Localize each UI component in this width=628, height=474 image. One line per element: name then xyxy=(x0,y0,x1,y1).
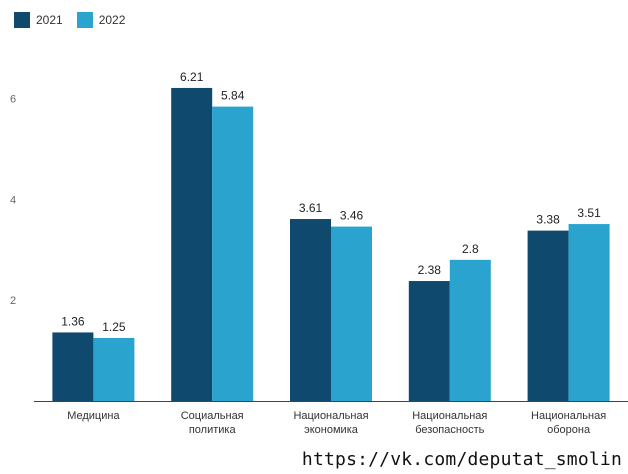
value-label-2022-1: 5.84 xyxy=(221,89,245,103)
y-tick-label-4: 4 xyxy=(10,194,16,206)
x-category-label-line: экономика xyxy=(304,424,359,436)
value-label-2021-4: 3.38 xyxy=(536,213,560,227)
legend-swatch-2022 xyxy=(76,12,93,28)
x-category-label-line: Медицина xyxy=(67,410,120,422)
y-tick-label-6: 6 xyxy=(10,94,16,106)
bar-2021-4 xyxy=(527,230,569,401)
value-label-2022-3: 2.8 xyxy=(462,242,479,256)
value-label-2021-1: 6.21 xyxy=(180,70,204,84)
legend-label-2021: 2021 xyxy=(36,13,63,27)
x-category-label-line: оборона xyxy=(547,424,591,436)
value-label-2022-4: 3.51 xyxy=(577,206,601,220)
source-url: https://vk.com/deputat_smolin xyxy=(297,449,622,470)
legend-item-2022: 2022 xyxy=(76,12,126,28)
legend-item-2021: 2021 xyxy=(14,12,63,28)
x-category-label-line: Национальная xyxy=(412,410,487,422)
legend-swatch-2021 xyxy=(14,12,30,28)
x-category-label-3: Национальная безопасность xyxy=(412,410,487,436)
bar-2022-1 xyxy=(212,106,254,401)
value-label-2021-3: 2.38 xyxy=(418,263,442,277)
x-category-label-0: Медицина xyxy=(67,410,120,422)
x-category-label-line: политика xyxy=(189,424,237,436)
bar-2022-3 xyxy=(449,259,491,401)
bar-2021-1 xyxy=(171,87,213,402)
value-label-2021-2: 3.61 xyxy=(299,201,323,215)
x-category-label-line: Национальная xyxy=(531,410,606,422)
bar-2022-2 xyxy=(331,226,372,401)
legend-label-2022: 2022 xyxy=(98,13,126,27)
x-category-label-2: Национальная экономика xyxy=(293,410,368,436)
value-label-2022-2: 3.46 xyxy=(340,209,364,223)
bar-2021-2 xyxy=(290,219,331,401)
x-category-label-4: Национальная оборона xyxy=(531,410,606,436)
bar-2021-3 xyxy=(408,281,450,401)
bar-2021-0 xyxy=(52,332,94,401)
value-label-2021-0: 1.36 xyxy=(61,314,85,328)
x-category-label-line: Социальная xyxy=(181,410,244,422)
x-category-label-1: Социальная политика xyxy=(181,410,244,436)
chart-legend: 2021 2022 xyxy=(14,12,125,28)
y-tick-label-2: 2 xyxy=(10,295,16,307)
bar-2022-0 xyxy=(93,337,135,401)
x-category-label-line: Национальная xyxy=(293,410,368,422)
value-label-2022-0: 1.25 xyxy=(102,320,126,334)
bar-2022-4 xyxy=(568,224,610,401)
x-category-label-line: безопасность xyxy=(415,424,484,436)
